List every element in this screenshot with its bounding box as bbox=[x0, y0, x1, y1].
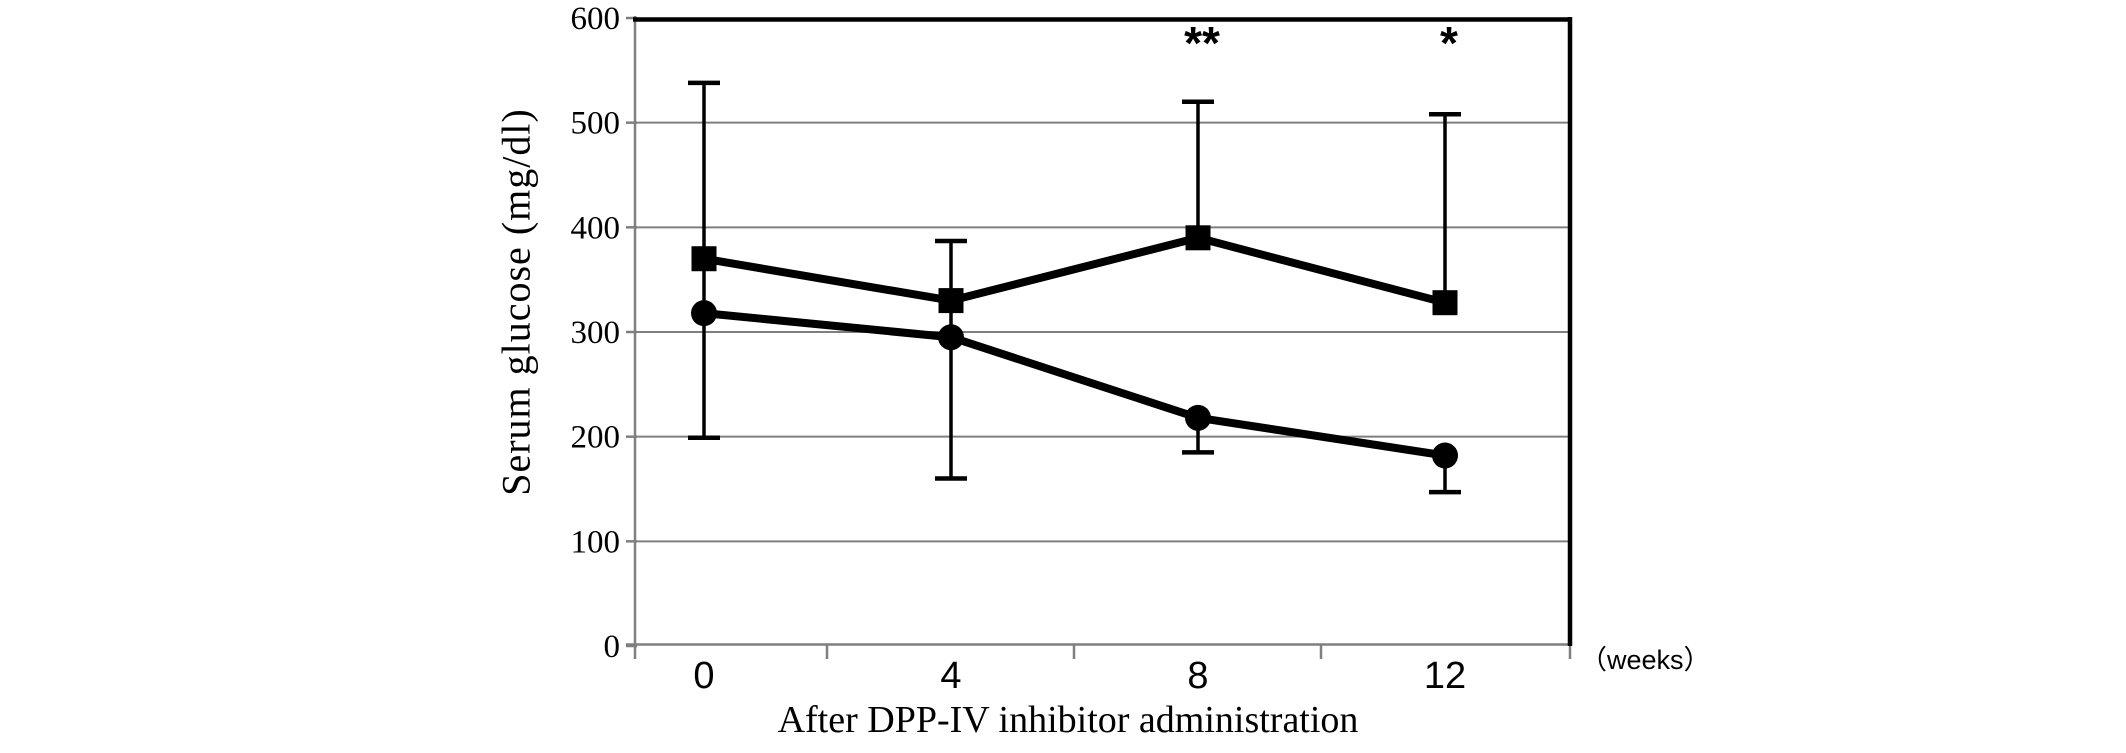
x-axis-unit-label: （weeks） bbox=[1580, 645, 1711, 675]
y-tick-label-0: 0 bbox=[604, 629, 621, 665]
square-marker-week-12 bbox=[1432, 290, 1458, 316]
square-marker-week-8 bbox=[1185, 225, 1211, 251]
x-tick-label-4: 4 bbox=[940, 655, 961, 697]
y-axis-title: Serum glucose (mg/dl) bbox=[493, 108, 539, 496]
y-tick-label-300: 300 bbox=[571, 315, 621, 351]
circle-marker-week-0 bbox=[691, 300, 717, 327]
circle-marker-week-12 bbox=[1432, 442, 1458, 469]
x-tick-label-0: 0 bbox=[693, 655, 714, 697]
x-axis-title: After DPP-IV inhibitor administration bbox=[777, 699, 1359, 741]
significance-annotation-week-8: ** bbox=[1184, 17, 1220, 69]
circle-marker-week-4 bbox=[938, 324, 964, 351]
y-tick-label-200: 200 bbox=[571, 420, 621, 456]
y-tick-label-400: 400 bbox=[571, 210, 621, 246]
circle-marker-week-8 bbox=[1185, 404, 1211, 431]
y-tick-label-500: 500 bbox=[571, 106, 621, 142]
square-marker-week-0 bbox=[691, 246, 717, 272]
y-tick-label-100: 100 bbox=[571, 524, 621, 560]
x-tick-label-8: 8 bbox=[1187, 655, 1208, 697]
series-line-square bbox=[700, 233, 1449, 307]
y-tick-label-600: 600 bbox=[571, 1, 621, 37]
significance-annotation-week-12: * bbox=[1440, 17, 1458, 69]
series-line-circle bbox=[700, 309, 1449, 460]
x-tick-label-12: 12 bbox=[1424, 655, 1466, 697]
square-marker-week-4 bbox=[938, 288, 964, 314]
